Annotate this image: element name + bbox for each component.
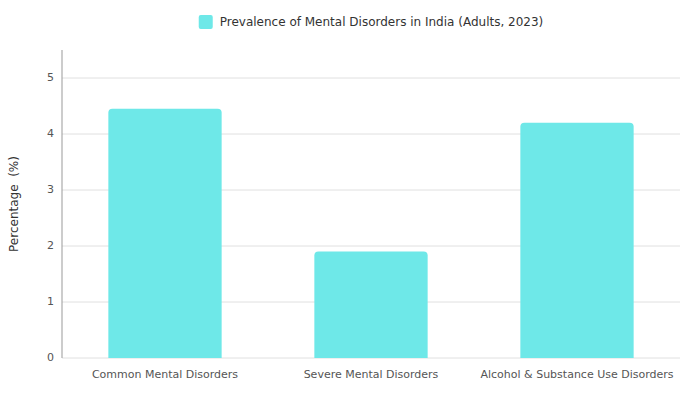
grid	[62, 78, 680, 358]
bar	[314, 252, 427, 358]
chart-container: 0 1 2 3 4 5 Common Mental Disorders Severe Ment…	[0, 0, 700, 400]
y-tick-label: 3	[47, 183, 54, 196]
y-tick-label: 0	[47, 351, 54, 364]
bar	[520, 123, 633, 358]
y-axis-line	[62, 50, 63, 358]
y-tick-label: 2	[47, 239, 54, 252]
y-tick-label: 4	[47, 127, 54, 140]
y-tick-label: 5	[47, 71, 54, 84]
x-tick-label: Common Mental Disorders	[92, 368, 238, 381]
legend-swatch	[199, 15, 213, 29]
legend-label: Prevalence of Mental Disorders in India …	[220, 15, 544, 29]
y-tick-label: 1	[47, 295, 54, 308]
bar	[108, 109, 221, 358]
y-axis-label: Percentage (%)	[7, 156, 21, 252]
legend: Prevalence of Mental Disorders in India …	[199, 15, 544, 30]
grid-line	[62, 78, 680, 79]
x-tick-label: Severe Mental Disorders	[304, 368, 439, 381]
bars	[108, 109, 633, 358]
x-tick-label: Alcohol & Substance Use Disorders	[480, 368, 673, 381]
chart-svg: 0 1 2 3 4 5 Common Mental Disorders Severe Ment…	[0, 0, 700, 400]
